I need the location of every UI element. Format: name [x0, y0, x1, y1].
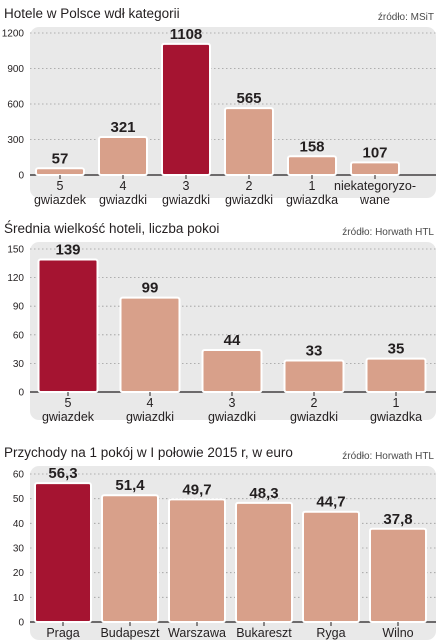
chart-title: Hotele w Polsce wdł kategorii	[4, 6, 180, 21]
chart-source: źródło: Horwath HTL	[342, 451, 434, 462]
data-label: 158	[299, 138, 324, 155]
bar	[101, 494, 159, 624]
x-tick-label: 5	[57, 179, 64, 193]
x-tick-label: 3	[229, 396, 236, 410]
x-tick-label: Bukareszt	[236, 626, 292, 640]
data-label: 49,7	[182, 481, 211, 498]
chart-source: źródło: MSiT	[378, 12, 434, 23]
y-tick-label: 900	[7, 64, 24, 75]
data-label: 107	[362, 144, 387, 161]
x-tick-label: gwiazdki	[225, 193, 273, 207]
x-tick-label: 5	[65, 396, 72, 410]
y-tick-label: 60	[13, 470, 25, 481]
bar	[287, 155, 337, 176]
x-tick-label: gwiazdki	[208, 410, 256, 424]
bar	[235, 501, 293, 623]
data-label: 139	[55, 241, 80, 258]
bar	[168, 498, 226, 624]
bar	[201, 349, 263, 394]
data-label: 35	[388, 341, 405, 358]
x-tick-label: niekategoryzo-	[334, 179, 416, 193]
x-tick-label: 2	[311, 396, 318, 410]
chart-source: źródło: Horwath HTL	[342, 227, 434, 238]
x-tick-label: gwiazdki	[99, 193, 147, 207]
y-tick-label: 120	[7, 273, 24, 284]
data-label: 44	[224, 332, 241, 349]
x-tick-label: Ryga	[316, 626, 345, 640]
x-tick-label: gwiazdka	[286, 193, 338, 207]
y-tick-label: 20	[13, 568, 25, 579]
y-tick-label: 50	[13, 494, 25, 505]
y-tick-label: 0	[18, 618, 24, 629]
chart-3: Przychody na 1 pokój w I połowie 2015 r,…	[4, 445, 436, 640]
x-tick-label: wane	[359, 193, 390, 207]
bar	[369, 527, 427, 624]
y-tick-label: 40	[13, 519, 25, 530]
data-label: 37,8	[383, 511, 412, 528]
y-tick-label: 30	[13, 544, 25, 555]
x-tick-label: 3	[183, 179, 190, 193]
bar	[224, 107, 274, 176]
y-tick-label: 0	[18, 388, 24, 399]
x-tick-label: gwiazdka	[370, 410, 422, 424]
x-tick-label: gwiazdki	[290, 410, 338, 424]
data-label: 99	[142, 280, 159, 297]
y-tick-label: 30	[13, 359, 25, 370]
x-tick-label: gwiazdek	[42, 410, 95, 424]
bar	[365, 357, 427, 393]
chart-title: Przychody na 1 pokój w I połowie 2015 r,…	[4, 445, 293, 460]
bar	[302, 510, 360, 623]
bar	[119, 296, 181, 393]
y-tick-label: 1200	[2, 29, 25, 40]
data-label: 48,3	[249, 485, 278, 502]
bar	[283, 359, 345, 394]
chart-1: Hotele w Polsce wdł kategorii źródło: MSi…	[2, 6, 436, 207]
y-tick-label: 60	[13, 330, 25, 341]
bar	[161, 42, 211, 176]
x-tick-label: Budapeszt	[100, 626, 160, 640]
x-tick-label: 1	[309, 179, 316, 193]
data-label: 57	[52, 150, 69, 167]
x-tick-label: 1	[393, 396, 400, 410]
x-tick-label: 2	[246, 179, 253, 193]
bar	[34, 482, 92, 624]
chart-2: Średnia wielkość hoteli, liczba pokoi źró…	[4, 221, 436, 424]
data-label: 1108	[170, 26, 203, 43]
x-tick-label: Praga	[46, 626, 79, 640]
data-label: 44,7	[316, 494, 345, 511]
x-tick-label: 4	[120, 179, 127, 193]
x-tick-label: gwiazdki	[126, 410, 174, 424]
y-tick-label: 150	[7, 245, 24, 256]
y-tick-label: 300	[7, 135, 24, 146]
x-tick-label: 4	[147, 396, 154, 410]
chart-title: Średnia wielkość hoteli, liczba pokoi	[4, 221, 219, 236]
x-tick-label: Wilno	[382, 626, 413, 640]
bar	[350, 161, 400, 176]
x-tick-label: gwiazdki	[162, 193, 210, 207]
data-label: 56,3	[48, 465, 77, 482]
y-tick-label: 600	[7, 100, 24, 111]
x-tick-label: Warszawa	[168, 626, 226, 640]
y-tick-label: 0	[18, 171, 24, 182]
data-label: 33	[306, 343, 323, 360]
x-tick-label: gwiazdek	[34, 193, 87, 207]
data-label: 51,4	[115, 477, 145, 494]
y-tick-label: 90	[13, 302, 25, 313]
data-label: 565	[236, 90, 261, 107]
bar	[35, 167, 85, 177]
bar	[37, 258, 99, 393]
data-label: 321	[110, 119, 135, 136]
bar	[98, 136, 148, 176]
y-tick-label: 10	[13, 593, 25, 604]
